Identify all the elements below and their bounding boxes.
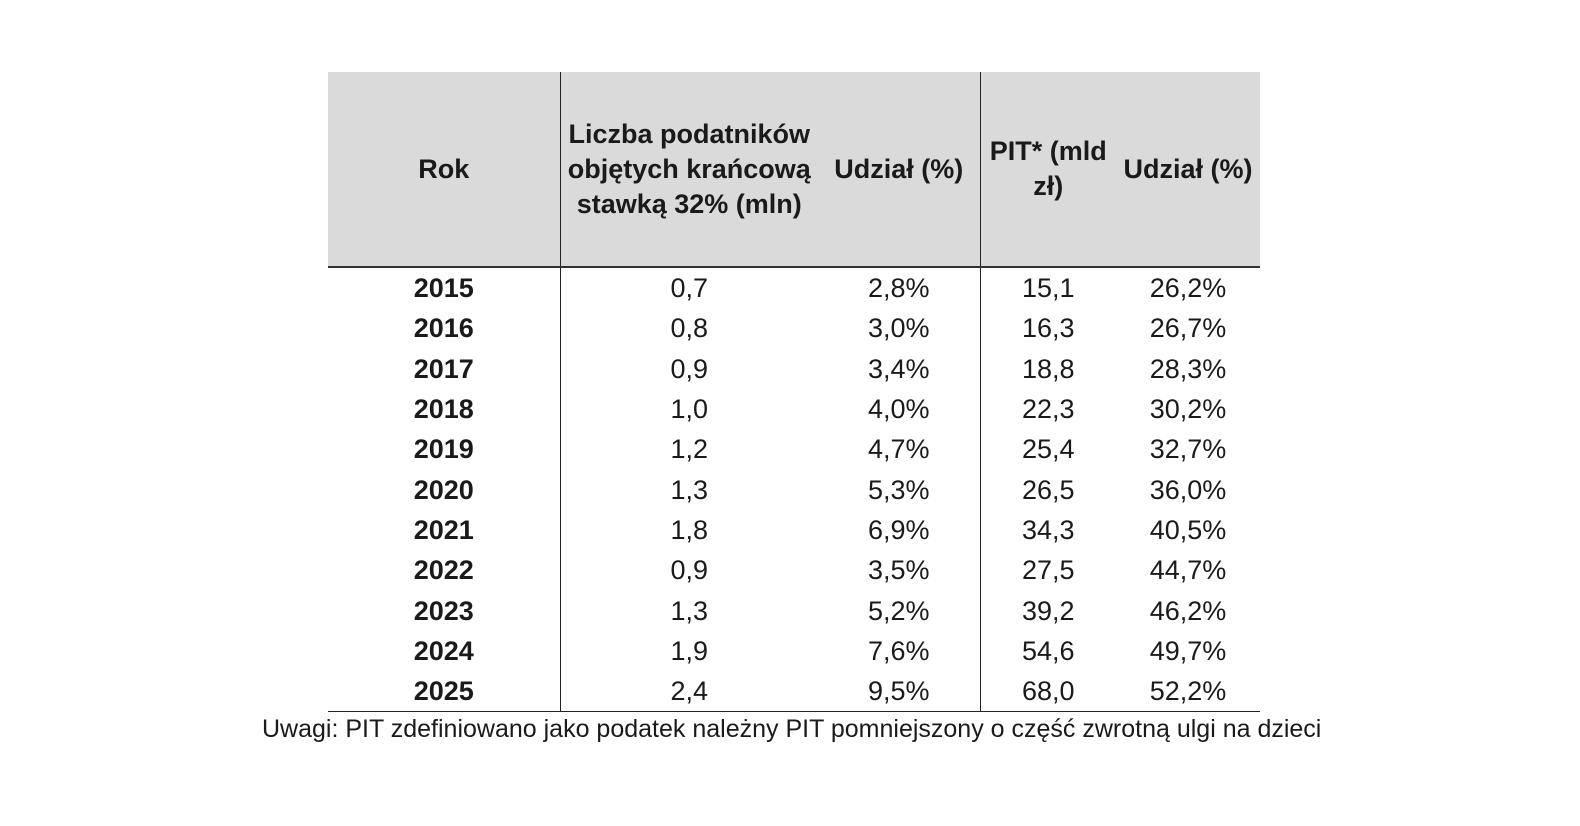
pit-table: Rok Liczba podatników objętych krańcową … bbox=[328, 72, 1260, 713]
cell-count: 0,9 bbox=[670, 353, 709, 384]
table-row: 2018 1,0 4,0% 22,3 30,2% bbox=[328, 388, 1260, 430]
cell-share-pit: 52,2% bbox=[1116, 670, 1260, 713]
cell-pit: 68,0 bbox=[980, 670, 1116, 713]
cell-year: 2017 bbox=[328, 348, 561, 389]
cell-year: 2018 bbox=[328, 388, 561, 430]
cell-count: 1,2 bbox=[670, 434, 709, 465]
cell-pit: 15,1 bbox=[1021, 273, 1075, 304]
cell-share-pit: 30,2% bbox=[1149, 394, 1227, 425]
cell-pit: 27,5 bbox=[1021, 555, 1075, 586]
cell-share-taxpayers: 3,4% bbox=[818, 348, 981, 389]
cell-pit: 25,4 bbox=[1021, 434, 1075, 465]
cell-pit: 39,2 bbox=[1021, 595, 1075, 626]
cell-count: 1,3 bbox=[670, 595, 709, 626]
cell-share-taxpayers: 7,6% bbox=[818, 630, 981, 671]
cell-pit: 34,3 bbox=[1021, 514, 1075, 545]
cell-share-pit: 26,2% bbox=[1149, 273, 1227, 304]
cell-year: 2021 bbox=[328, 509, 561, 551]
table-row: 2016 0,8 3,0% 16,3 26,7% bbox=[328, 308, 1260, 349]
data-table-container: Rok Liczba podatników objętych krańcową … bbox=[328, 72, 1260, 713]
cell-share-pit: 49,7% bbox=[1149, 635, 1227, 666]
cell-year: 2023 bbox=[328, 590, 561, 631]
cell-pit: 16,3 bbox=[1021, 313, 1075, 344]
cell-year: 2024 bbox=[328, 630, 561, 671]
cell-share-taxpayers: 4,7% bbox=[818, 429, 981, 470]
cell-share-taxpayers: 5,2% bbox=[818, 590, 981, 631]
header-pit: PIT* (mld zł) bbox=[980, 72, 1116, 268]
cell-year: 2016 bbox=[328, 308, 561, 349]
cell-share-pit: 40,5% bbox=[1149, 514, 1227, 545]
cell-share-pit: 46,2% bbox=[1149, 595, 1227, 626]
cell-pit: 18,8 bbox=[1021, 353, 1075, 384]
cell-share-pit: 36,0% bbox=[1149, 474, 1227, 505]
cell-share-pit: 32,7% bbox=[1149, 434, 1227, 465]
cell-year: 2022 bbox=[328, 550, 561, 591]
table-header: Rok Liczba podatników objętych krańcową … bbox=[328, 72, 1260, 268]
cell-count: 2,4 bbox=[560, 670, 818, 713]
header-year: Rok bbox=[328, 72, 561, 268]
cell-share-pit: 26,7% bbox=[1149, 313, 1227, 344]
cell-pit: 54,6 bbox=[1021, 635, 1075, 666]
table-row: 2025 2,4 9,5% 68,0 52,2% bbox=[328, 670, 1260, 713]
cell-count: 0,7 bbox=[670, 273, 709, 304]
table-row: 2024 1,9 7,6% 54,6 49,7% bbox=[328, 630, 1260, 671]
table-row: 2021 1,8 6,9% 34,3 40,5% bbox=[328, 509, 1260, 551]
cell-share-pit: 28,3% bbox=[1149, 353, 1227, 384]
cell-year: 2019 bbox=[328, 429, 561, 470]
cell-share-taxpayers: 2,8% bbox=[818, 267, 981, 309]
table-row: 2019 1,2 4,7% 25,4 32,7% bbox=[328, 429, 1260, 470]
cell-year: 2015 bbox=[328, 267, 561, 309]
header-taxpayer-count: Liczba podatników objętych krańcową staw… bbox=[560, 72, 818, 268]
header-share-pit: Udział (%) bbox=[1116, 72, 1260, 268]
table-row: 2020 1,3 5,3% 26,5 36,0% bbox=[328, 469, 1260, 510]
header-row: Rok Liczba podatników objętych krańcową … bbox=[328, 72, 1260, 268]
cell-share-taxpayers: 9,5% bbox=[818, 670, 981, 713]
table-row: 2022 0,9 3,5% 27,5 44,7% bbox=[328, 550, 1260, 591]
table-body: 2015 0,7 2,8% 15,1 26,2% 2016 0,8 3,0% 1… bbox=[328, 267, 1260, 713]
table-row: 2023 1,3 5,2% 39,2 46,2% bbox=[328, 590, 1260, 631]
cell-pit: 26,5 bbox=[1021, 474, 1075, 505]
cell-count: 1,9 bbox=[670, 635, 709, 666]
table-row: 2017 0,9 3,4% 18,8 28,3% bbox=[328, 348, 1260, 389]
cell-share-pit: 44,7% bbox=[1149, 555, 1227, 586]
cell-count: 0,9 bbox=[670, 555, 709, 586]
cell-count: 1,3 bbox=[670, 474, 709, 505]
cell-year: 2025 bbox=[328, 670, 561, 713]
header-share-taxpayers: Udział (%) bbox=[818, 72, 981, 268]
cell-count: 0,8 bbox=[670, 313, 709, 344]
cell-count: 1,8 bbox=[670, 514, 709, 545]
cell-share-taxpayers: 4,0% bbox=[818, 388, 981, 430]
cell-share-taxpayers: 6,9% bbox=[818, 509, 981, 551]
table-row: 2015 0,7 2,8% 15,1 26,2% bbox=[328, 267, 1260, 309]
cell-pit: 22,3 bbox=[1021, 394, 1075, 425]
table-note: Uwagi: PIT zdefiniowano jako podatek nal… bbox=[262, 715, 1322, 743]
cell-share-taxpayers: 3,0% bbox=[818, 308, 981, 349]
cell-share-taxpayers: 5,3% bbox=[818, 469, 981, 510]
cell-count: 1,0 bbox=[670, 394, 709, 425]
cell-year: 2020 bbox=[328, 469, 561, 510]
cell-share-taxpayers: 3,5% bbox=[818, 550, 981, 591]
